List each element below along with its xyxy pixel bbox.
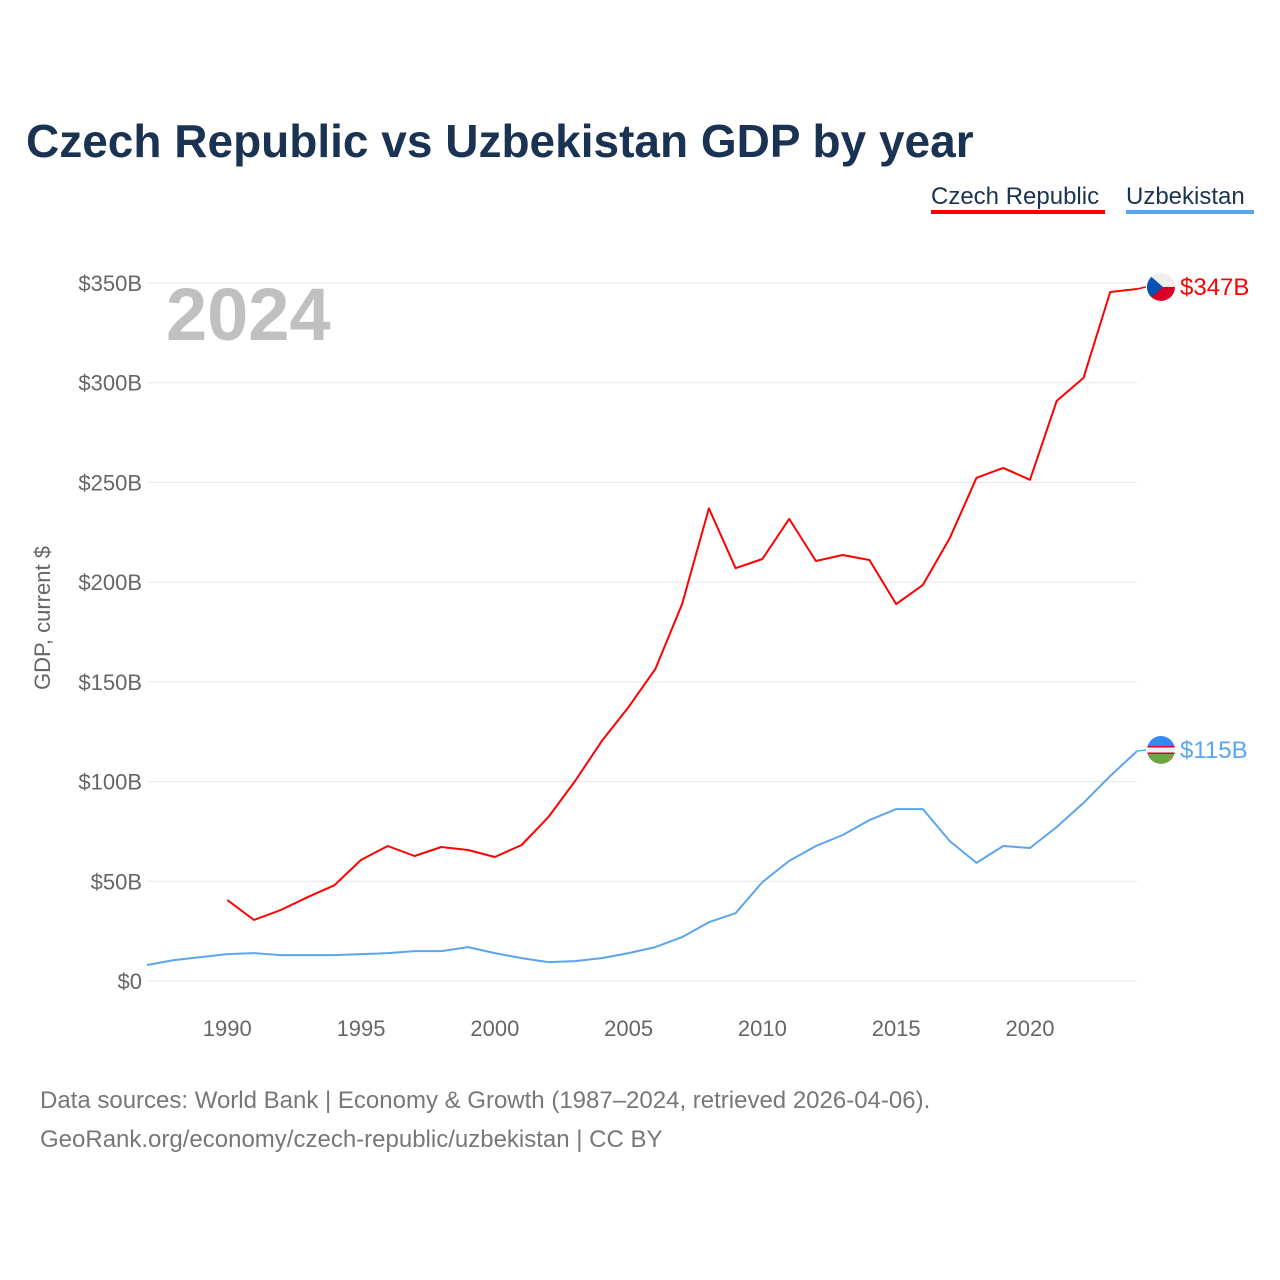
year-watermark: 2024 — [166, 273, 331, 356]
y-axis-label: GDP, current $ — [30, 546, 55, 690]
flag-green — [1147, 754, 1175, 764]
end-value-label: $115B — [1180, 737, 1248, 764]
y-tick-label: $350B — [78, 271, 142, 296]
y-tick-label: $100B — [78, 770, 142, 795]
footer-source: Data sources: World Bank | Economy & Gro… — [40, 1087, 930, 1114]
end-value-label: $347B — [1180, 274, 1249, 301]
series-line-czech-republic — [226, 288, 1138, 921]
flag-blue — [1147, 736, 1175, 746]
y-axis-ticks: $0 $50B $100B $150B $200B $250B $300B $350B — [78, 271, 142, 994]
connector-line — [1136, 286, 1147, 290]
x-tick-label: 2005 — [604, 1016, 653, 1041]
end-labels: $347B $115B — [1147, 273, 1249, 764]
flag-white — [1147, 746, 1175, 754]
y-tick-label: $50B — [91, 869, 142, 894]
y-tick-label: $300B — [78, 371, 142, 396]
flag-red-stripe — [1147, 746, 1175, 748]
connector-line — [1136, 749, 1147, 752]
x-tick-label: 2000 — [470, 1016, 519, 1041]
x-tick-label: 1995 — [337, 1016, 386, 1041]
gridlines — [147, 282, 1137, 982]
legend-swatch — [1126, 210, 1254, 214]
y-tick-label: $200B — [78, 570, 142, 595]
chart-title: Czech Republic vs Uzbekistan GDP by year — [26, 115, 974, 167]
footer-link[interactable]: GeoRank.org/economy/czech-republic/uzbek… — [40, 1126, 663, 1153]
x-tick-label: 2020 — [1005, 1016, 1054, 1041]
legend-item-czech-republic[interactable]: Czech Republic — [931, 183, 1099, 210]
y-tick-label: $0 — [118, 969, 142, 994]
legend: Czech Republic Uzbekistan — [931, 183, 1254, 214]
series-line-uzbekistan — [146, 750, 1138, 966]
czech-flag-icon — [1147, 273, 1175, 301]
uzbekistan-flag-icon — [1147, 736, 1175, 764]
x-axis-ticks: 1990 1995 2000 2005 2010 2015 2020 — [203, 1016, 1055, 1041]
flag-body — [1147, 736, 1175, 764]
series-lines — [146, 286, 1147, 966]
x-tick-label: 2015 — [872, 1016, 921, 1041]
flag-red-stripe — [1147, 752, 1175, 754]
x-tick-label: 1990 — [203, 1016, 252, 1041]
legend-item-uzbekistan[interactable]: Uzbekistan — [1126, 183, 1245, 210]
y-tick-label: $250B — [78, 470, 142, 495]
legend-swatch — [931, 210, 1105, 214]
flag-body — [1147, 273, 1175, 301]
flag-blue — [1147, 273, 1163, 301]
y-tick-label: $150B — [78, 670, 142, 695]
x-tick-label: 2010 — [738, 1016, 787, 1041]
